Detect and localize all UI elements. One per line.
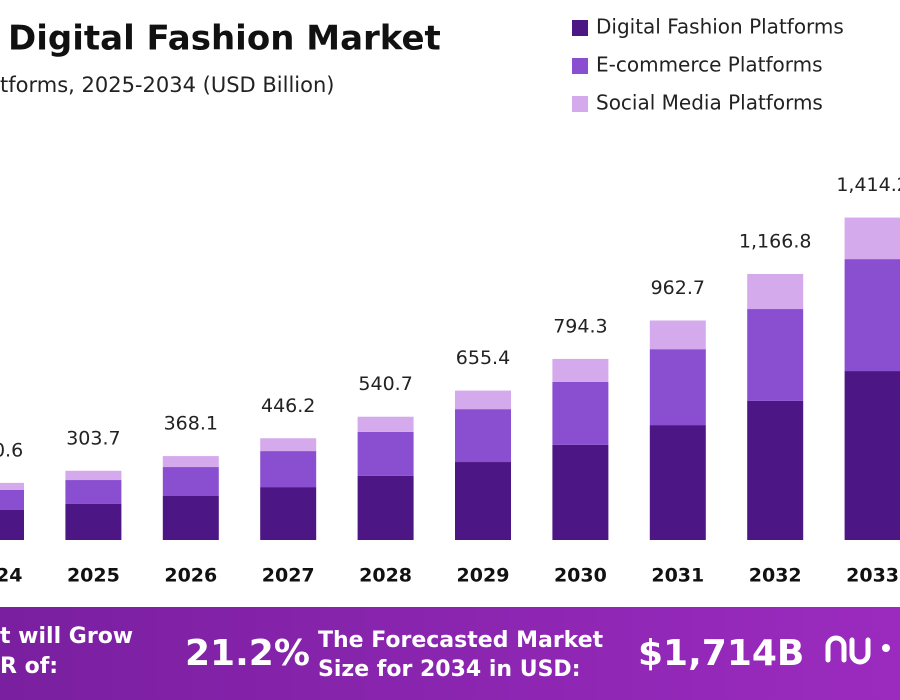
bar-segment bbox=[65, 470, 122, 481]
x-tick-label: 2031 bbox=[651, 565, 704, 587]
legend-swatch bbox=[572, 96, 588, 112]
bar-segment bbox=[455, 462, 511, 540]
bar-segment bbox=[357, 416, 414, 432]
bar-segment bbox=[649, 320, 706, 350]
bar-segment bbox=[357, 431, 414, 476]
bar-segment bbox=[747, 309, 804, 401]
x-tick-label: 2027 bbox=[262, 565, 315, 587]
legend-swatch bbox=[572, 20, 588, 36]
total-label: 250.6 bbox=[0, 439, 23, 461]
legend-swatch bbox=[572, 58, 588, 74]
bar-segment bbox=[552, 358, 609, 382]
total-label: 794.3 bbox=[553, 315, 607, 337]
bar-segment bbox=[747, 273, 804, 310]
bar-segment bbox=[260, 451, 317, 488]
bar-segment bbox=[649, 425, 706, 540]
legend-label: E-commerce Platforms bbox=[596, 53, 823, 77]
total-label: 1,166.8 bbox=[739, 230, 812, 252]
x-tick-label: 2032 bbox=[749, 565, 802, 587]
total-label: 1,414.2 bbox=[836, 174, 900, 196]
x-tick-label: 2024 bbox=[0, 565, 22, 587]
logo bbox=[825, 635, 890, 665]
bar-segment bbox=[162, 495, 219, 540]
bar-segment bbox=[0, 482, 24, 490]
x-tick-label: 2025 bbox=[67, 565, 120, 587]
total-label: 962.7 bbox=[651, 277, 705, 299]
forecast-value: $1,714B bbox=[638, 633, 804, 674]
bar-segment bbox=[747, 400, 804, 540]
footer-text: Size for 2034 in USD: bbox=[318, 657, 581, 682]
x-tick-label: 2033 bbox=[846, 565, 899, 587]
bar-segment bbox=[260, 438, 317, 452]
bar-segment bbox=[0, 489, 24, 510]
chart-subtitle: tforms, 2025-2034 (USD Billion) bbox=[0, 73, 334, 97]
chart-title: Digital Fashion Market bbox=[8, 19, 441, 59]
bar-segment bbox=[649, 349, 706, 426]
bar-segment bbox=[552, 381, 609, 445]
x-tick-label: 2026 bbox=[164, 565, 217, 587]
bar-segment bbox=[455, 409, 511, 463]
footer-text: t will Grow bbox=[0, 624, 133, 649]
legend-label: Social Media Platforms bbox=[596, 91, 823, 115]
footer-text: R of: bbox=[0, 654, 58, 679]
bar-segment bbox=[844, 217, 900, 260]
bar-segment bbox=[552, 444, 609, 540]
bar-segment bbox=[844, 371, 900, 540]
total-label: 540.7 bbox=[358, 373, 412, 395]
total-label: 446.2 bbox=[261, 395, 315, 417]
x-tick-label: 2029 bbox=[457, 565, 510, 587]
bar-segment bbox=[65, 480, 122, 504]
bar-segment bbox=[65, 503, 122, 540]
bar-segment bbox=[455, 390, 511, 410]
bar-segment bbox=[162, 467, 219, 496]
total-label: 303.7 bbox=[66, 427, 120, 449]
bar-segment bbox=[260, 487, 317, 540]
footer-text: The Forecasted Market bbox=[318, 628, 604, 653]
bar-segment bbox=[357, 475, 414, 540]
x-tick-label: 2030 bbox=[554, 565, 607, 587]
total-label: 368.1 bbox=[164, 413, 218, 435]
total-label: 655.4 bbox=[456, 347, 510, 369]
legend-label: Digital Fashion Platforms bbox=[596, 15, 844, 39]
bar-segment bbox=[0, 509, 24, 540]
x-tick-label: 2028 bbox=[359, 565, 412, 587]
bar-segment bbox=[162, 456, 219, 468]
cagr-value: 21.2% bbox=[185, 633, 310, 674]
bar-segment bbox=[844, 259, 900, 372]
footer-banner bbox=[0, 607, 900, 700]
